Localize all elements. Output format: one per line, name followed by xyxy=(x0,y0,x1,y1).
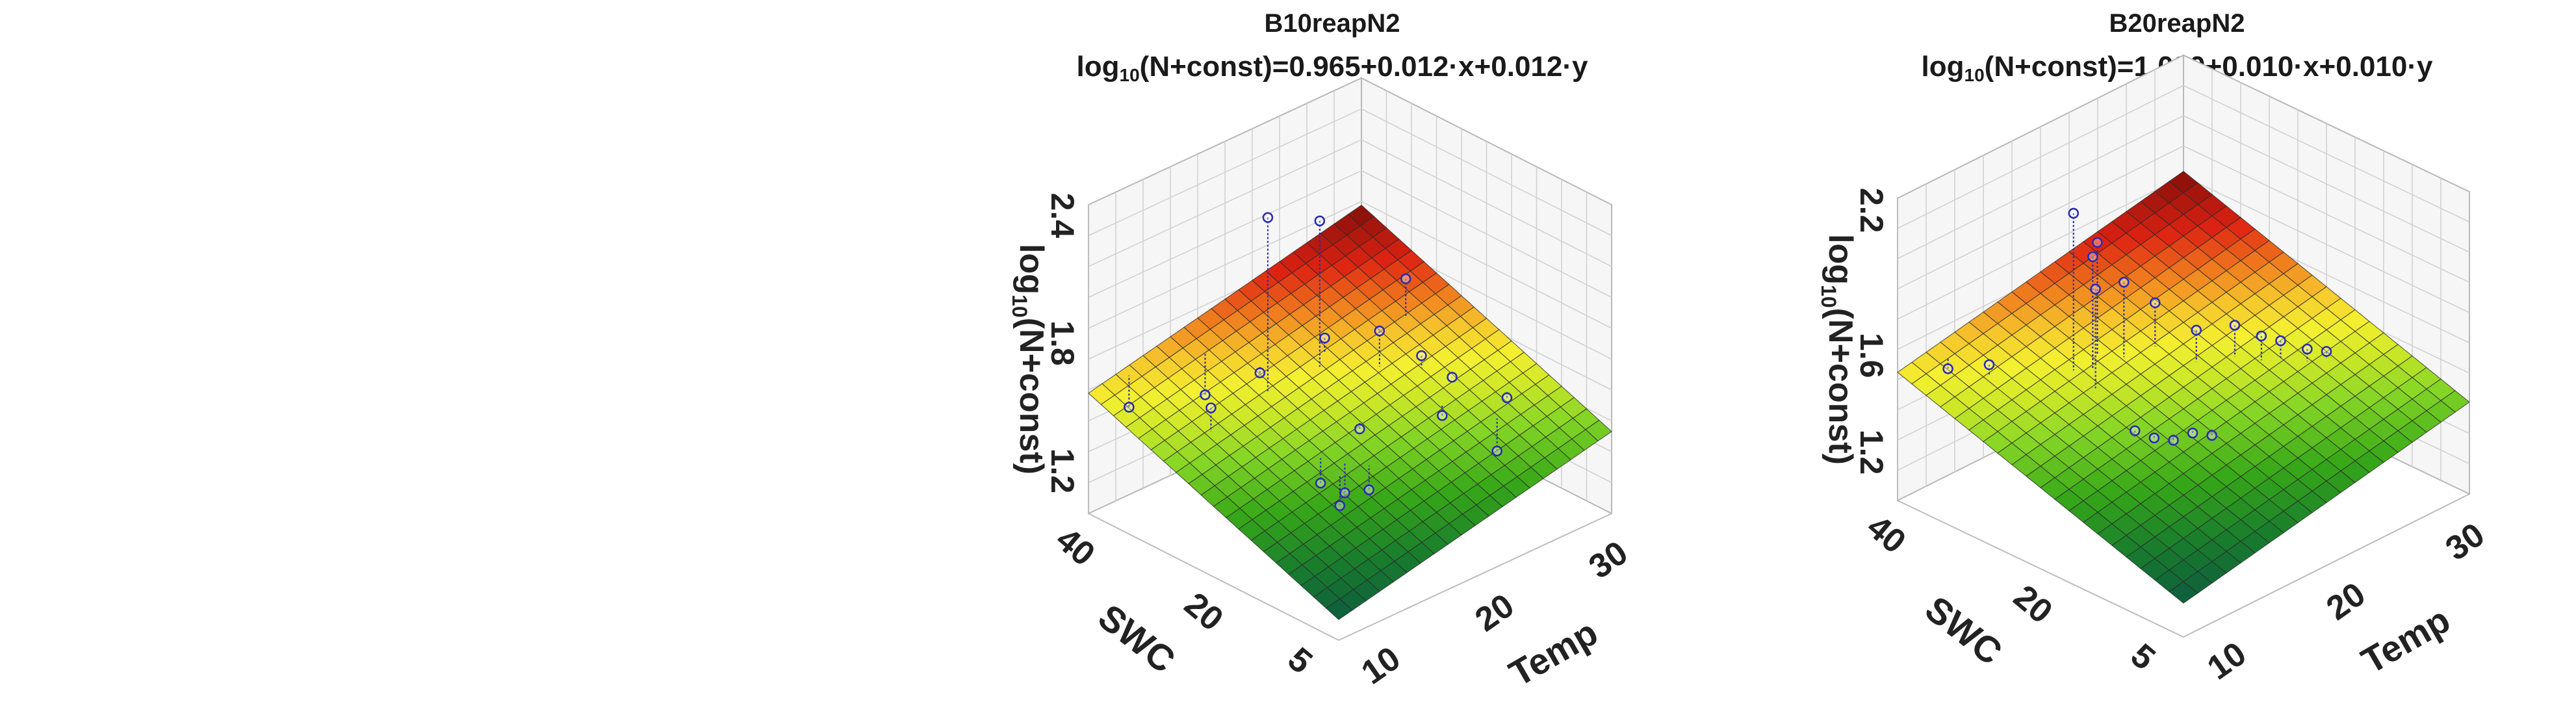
z-tick-label: 1.2 xyxy=(1044,448,1081,494)
equation-log-base: 10 xyxy=(1119,65,1140,85)
x-axis-title: Temp xyxy=(2354,599,2456,681)
data-point xyxy=(1254,367,1266,378)
regression-surface xyxy=(1088,204,1612,620)
data-point xyxy=(2321,346,2332,357)
y-tick-label: 40 xyxy=(1860,508,1913,561)
data-point xyxy=(2119,276,2130,288)
data-point xyxy=(1374,325,1385,337)
x-tick-label: 30 xyxy=(2439,515,2492,568)
y-tick-label: 5 xyxy=(1281,640,1319,681)
y-tick-label: 20 xyxy=(2007,578,2060,631)
data-point xyxy=(1447,371,1458,383)
data-point xyxy=(1354,423,1365,435)
y-axis-title: SWC xyxy=(1918,588,2010,673)
equation-arg: (N+const) xyxy=(1139,51,1272,83)
data-point xyxy=(1400,273,1411,285)
equation-rhs: =0.965+0.012·x+0.012·y xyxy=(1272,51,1588,83)
surface-plot: 102030520401.21.62.2TempSWClog10(N+const… xyxy=(1817,54,2492,688)
chart-title: B20reapN2 xyxy=(2109,9,2245,38)
data-point xyxy=(2275,335,2286,346)
data-point xyxy=(2229,320,2241,331)
surface-panel: B10reapN2 log10(N+const)=0.965+0.012·x+0… xyxy=(910,0,1852,715)
y-tick-label: 20 xyxy=(1177,586,1230,639)
data-point xyxy=(1491,445,1502,457)
z-tick-label: 1.8 xyxy=(1044,320,1081,366)
surface-panel: B20reapN2 log10(N+const)=1.030+0.010·x+0… xyxy=(1755,0,2576,715)
data-point xyxy=(1205,402,1217,413)
data-point xyxy=(2090,283,2101,294)
data-point xyxy=(2206,430,2218,441)
data-point xyxy=(1339,487,1350,499)
data-point xyxy=(1262,212,1274,223)
chart-title: B10reapN2 xyxy=(1264,9,1400,38)
z-tick-label: 2.2 xyxy=(1853,188,1890,233)
data-point xyxy=(1501,392,1513,404)
equation-log: log xyxy=(1076,51,1120,83)
x-tick-label: 10 xyxy=(1355,640,1408,692)
data-point xyxy=(1319,332,1330,344)
z-title-arg: (N+const) xyxy=(1822,308,1859,465)
x-tick-label: 20 xyxy=(2320,575,2373,628)
data-point xyxy=(2087,251,2098,263)
data-point xyxy=(2129,425,2141,436)
z-axis-title: log10(N+const) xyxy=(1817,234,1859,465)
z-title-base: 10 xyxy=(1817,285,1840,308)
data-point xyxy=(2191,324,2202,336)
data-point xyxy=(2149,297,2161,309)
data-point xyxy=(1200,389,1211,400)
axis-frame xyxy=(1897,198,2470,638)
data-point xyxy=(1416,350,1427,361)
z-axis-title: log10(N+const) xyxy=(1008,244,1050,474)
data-point xyxy=(2148,432,2160,444)
data-point xyxy=(1942,363,1953,374)
data-points xyxy=(1124,212,1513,512)
data-point xyxy=(2092,237,2103,248)
regression-surface xyxy=(1897,170,2470,604)
data-point xyxy=(2302,343,2313,355)
regression-equation: log10(N+const)=0.965+0.012·x+0.012·y xyxy=(910,51,1755,86)
data-point xyxy=(1363,484,1374,495)
equation-log-base: 10 xyxy=(1964,65,1985,85)
z-title-log: log xyxy=(1822,234,1859,285)
data-point xyxy=(2187,427,2198,439)
surface-cell xyxy=(1325,598,1353,620)
data-point xyxy=(1334,500,1346,512)
surface-plot: 102030520401.21.82.4TempSWClog10(N+const… xyxy=(1008,77,1635,694)
z-tick-label: 2.4 xyxy=(1044,193,1081,239)
y-axis-title: SWC xyxy=(1091,596,1183,681)
data-point xyxy=(1436,410,1448,421)
y-tick-label: 5 xyxy=(2124,636,2162,677)
axis-frame xyxy=(1088,205,1612,641)
y-tick-label: 40 xyxy=(1049,521,1102,574)
z-title-base: 10 xyxy=(1008,294,1031,318)
x-axis-title: Temp xyxy=(1502,612,1604,694)
x-tick-label: 20 xyxy=(1469,586,1521,639)
z-title-log: log xyxy=(1012,244,1050,294)
z-title-arg: (N+const) xyxy=(1012,318,1050,474)
data-point xyxy=(1314,215,1326,227)
equation-log: log xyxy=(1921,51,1964,83)
data-point xyxy=(1315,477,1326,489)
x-tick-label: 30 xyxy=(1582,534,1635,586)
x-tick-label: 10 xyxy=(2200,635,2253,688)
z-tick-label: 1.2 xyxy=(1853,430,1890,475)
surface-cell xyxy=(2169,581,2198,604)
data-point xyxy=(2068,207,2080,219)
data-point xyxy=(1983,359,1995,370)
z-tick-label: 1.6 xyxy=(1853,333,1890,378)
data-points xyxy=(1942,207,2332,446)
equation-arg: (N+const) xyxy=(1984,51,2117,83)
data-point xyxy=(1124,402,1135,413)
data-point xyxy=(2168,435,2179,446)
data-point xyxy=(2256,330,2267,342)
